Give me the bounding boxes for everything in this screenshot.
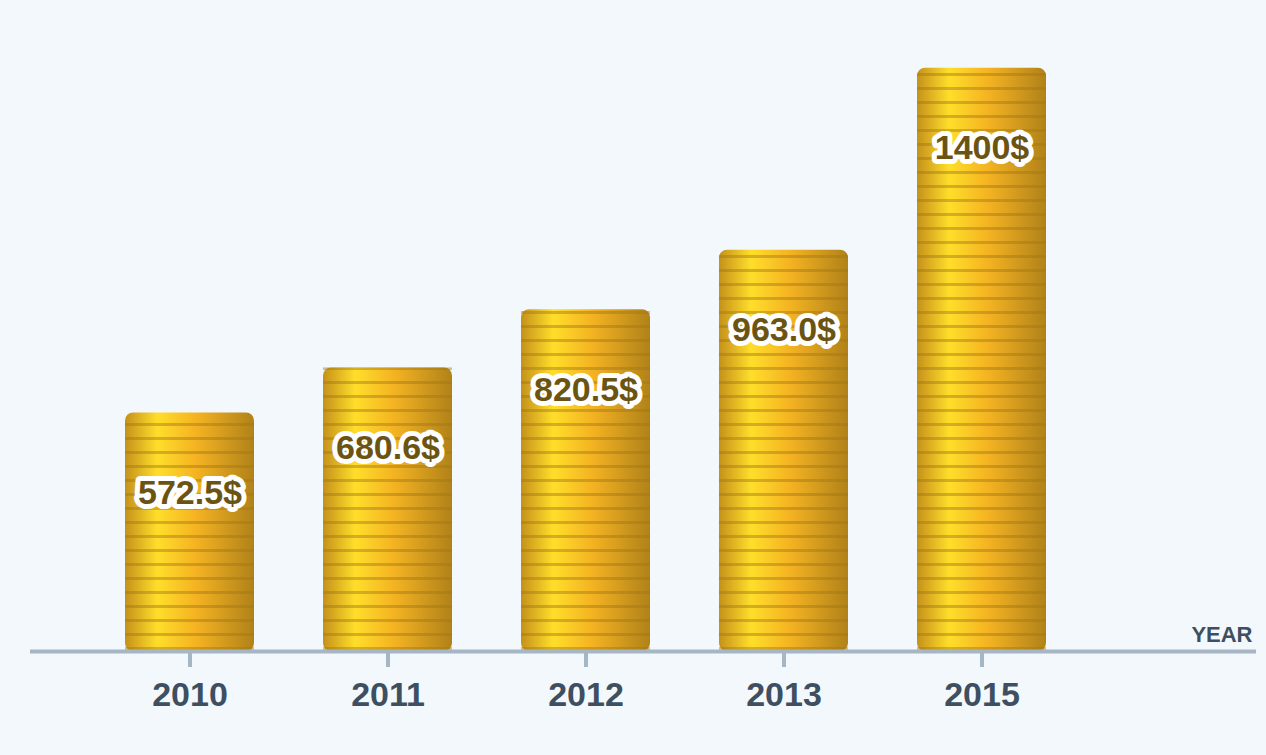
svg-text:2012: 2012 (548, 675, 624, 713)
svg-text:820.5$: 820.5$ (534, 370, 638, 408)
svg-text:963.0$: 963.0$ (732, 310, 836, 348)
svg-text:2010: 2010 (152, 675, 228, 713)
svg-text:2011: 2011 (351, 675, 425, 713)
svg-text:2013: 2013 (746, 675, 822, 713)
svg-text:572.5$: 572.5$ (138, 473, 242, 511)
svg-text:YEAR: YEAR (1191, 622, 1252, 647)
svg-text:1400$: 1400$ (935, 128, 1030, 166)
svg-text:680.6$: 680.6$ (336, 428, 440, 466)
svg-text:2015: 2015 (944, 675, 1020, 713)
